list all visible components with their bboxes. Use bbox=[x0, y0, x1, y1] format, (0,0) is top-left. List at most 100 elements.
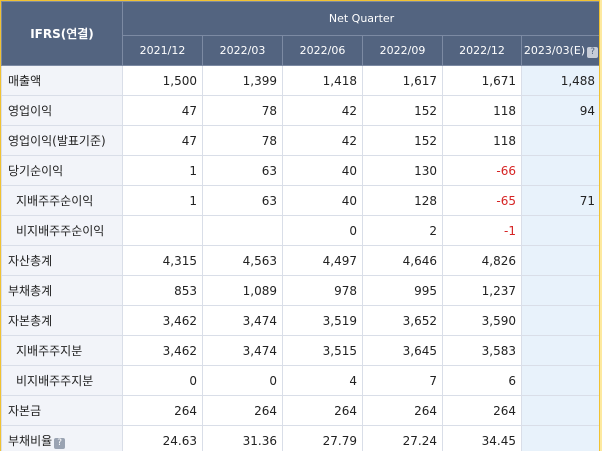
value-cell: 978 bbox=[282, 275, 363, 306]
estimate-cell bbox=[520, 365, 599, 396]
table-row: 비지배주주지분 0 0 4 7 6 bbox=[1, 365, 599, 396]
value-cell: 63 bbox=[202, 155, 283, 186]
row-label-text: 비지배주주순이익 bbox=[16, 224, 105, 238]
value-cell: 118 bbox=[442, 95, 522, 126]
period-header: 2022/06 bbox=[282, 35, 363, 66]
value-cell: 1,237 bbox=[442, 275, 522, 306]
row-label: 영업이익 bbox=[1, 95, 123, 126]
value-cell: 264 bbox=[282, 395, 363, 426]
row-label: 부채비율? bbox=[1, 425, 123, 451]
estimate-cell bbox=[520, 215, 599, 246]
value-cell: 4 bbox=[282, 365, 363, 396]
value-cell: 264 bbox=[442, 395, 522, 426]
estimate-cell: 71 bbox=[520, 185, 599, 216]
value-cell: 3,462 bbox=[122, 305, 203, 336]
value-cell: 3,645 bbox=[362, 335, 443, 366]
row-label-text: 자산총계 bbox=[8, 254, 53, 268]
period-header: 2021/12 bbox=[122, 35, 203, 66]
value-cell bbox=[202, 215, 283, 246]
value-cell: 4,646 bbox=[362, 245, 443, 276]
row-label-text: 영업이익(발표기준) bbox=[8, 134, 106, 148]
value-cell: 27.79 bbox=[282, 425, 363, 451]
value-cell: -66 bbox=[442, 155, 522, 186]
period-header-estimate: 2023/03(E)? bbox=[520, 35, 599, 66]
value-cell: 1,418 bbox=[282, 65, 363, 96]
period-header: 2022/03 bbox=[202, 35, 283, 66]
value-cell: 0 bbox=[202, 365, 283, 396]
row-label-text: 자본금 bbox=[8, 404, 42, 418]
value-cell: 152 bbox=[362, 95, 443, 126]
row-label-text: 지배주주순이익 bbox=[16, 194, 94, 208]
value-cell: 34.45 bbox=[442, 425, 522, 451]
value-cell: 4,826 bbox=[442, 245, 522, 276]
row-label: 자산총계 bbox=[1, 245, 123, 276]
value-cell: 31.36 bbox=[202, 425, 283, 451]
value-cell: 995 bbox=[362, 275, 443, 306]
value-cell: 24.63 bbox=[122, 425, 203, 451]
table-row: 당기순이익 1 63 40 130 -66 bbox=[1, 155, 599, 186]
row-label: 비지배주주지분 bbox=[1, 365, 123, 396]
table-row: 지배주주지분 3,462 3,474 3,515 3,645 3,583 bbox=[1, 335, 599, 366]
row-label-text: 자본총계 bbox=[8, 314, 53, 328]
value-cell: 3,474 bbox=[202, 335, 283, 366]
value-cell: 264 bbox=[202, 395, 283, 426]
value-cell: 78 bbox=[202, 125, 283, 156]
value-cell: 40 bbox=[282, 185, 363, 216]
value-cell: 63 bbox=[202, 185, 283, 216]
period-header: 2022/09 bbox=[362, 35, 443, 66]
row-label: 부채총계 bbox=[1, 275, 123, 306]
value-cell: 2 bbox=[362, 215, 443, 246]
value-cell: 4,315 bbox=[122, 245, 203, 276]
estimate-cell: 94 bbox=[520, 95, 599, 126]
period-header: 2022/12 bbox=[442, 35, 522, 66]
row-label: 매출액 bbox=[1, 65, 123, 96]
value-cell: 3,462 bbox=[122, 335, 203, 366]
table-row: 영업이익 47 78 42 152 118 94 bbox=[1, 95, 599, 126]
value-cell: 47 bbox=[122, 125, 203, 156]
value-cell: 3,590 bbox=[442, 305, 522, 336]
value-cell: 47 bbox=[122, 95, 203, 126]
estimate-cell bbox=[520, 395, 599, 426]
table-row: 부채비율? 24.63 31.36 27.79 27.24 34.45 bbox=[1, 425, 599, 451]
row-label-text: 영업이익 bbox=[8, 104, 53, 118]
question-mark-icon[interactable]: ? bbox=[54, 438, 66, 449]
value-cell: 130 bbox=[362, 155, 443, 186]
value-cell: -65 bbox=[442, 185, 522, 216]
table-row: 자본총계 3,462 3,474 3,519 3,652 3,590 bbox=[1, 305, 599, 336]
value-cell: 1 bbox=[122, 185, 203, 216]
value-cell: 1,500 bbox=[122, 65, 203, 96]
estimate-cell bbox=[520, 245, 599, 276]
value-cell: 3,583 bbox=[442, 335, 522, 366]
estimate-cell bbox=[520, 425, 599, 451]
value-cell: 128 bbox=[362, 185, 443, 216]
value-cell: 1,089 bbox=[202, 275, 283, 306]
estimate-cell bbox=[520, 275, 599, 306]
table-row: 비지배주주순이익 0 2 -1 bbox=[1, 215, 599, 246]
ifrs-header: IFRS(연결) bbox=[1, 1, 123, 66]
value-cell: 3,519 bbox=[282, 305, 363, 336]
row-label: 자본금 bbox=[1, 395, 123, 426]
net-quarter-header: Net Quarter bbox=[121, 1, 599, 36]
row-label-text: 비지배주주지분 bbox=[16, 374, 94, 388]
value-cell: 4,563 bbox=[202, 245, 283, 276]
row-label-text: 부채총계 bbox=[8, 284, 53, 298]
value-cell: 6 bbox=[442, 365, 522, 396]
row-label: 영업이익(발표기준) bbox=[1, 125, 123, 156]
question-mark-icon[interactable]: ? bbox=[587, 46, 599, 58]
value-cell: 1,671 bbox=[442, 65, 522, 96]
estimate-cell: 1,488 bbox=[520, 65, 599, 96]
value-cell: 3,474 bbox=[202, 305, 283, 336]
value-cell: 1 bbox=[122, 155, 203, 186]
value-cell: 152 bbox=[362, 125, 443, 156]
row-label-text: 매출액 bbox=[8, 74, 42, 88]
row-label: 자본총계 bbox=[1, 305, 123, 336]
value-cell: 118 bbox=[442, 125, 522, 156]
row-label: 비지배주주순이익 bbox=[1, 215, 123, 246]
value-cell: 3,652 bbox=[362, 305, 443, 336]
table-row: 부채총계 853 1,089 978 995 1,237 bbox=[1, 275, 599, 306]
value-cell: 264 bbox=[122, 395, 203, 426]
value-cell: 264 bbox=[362, 395, 443, 426]
estimate-cell bbox=[520, 305, 599, 336]
value-cell: 853 bbox=[122, 275, 203, 306]
